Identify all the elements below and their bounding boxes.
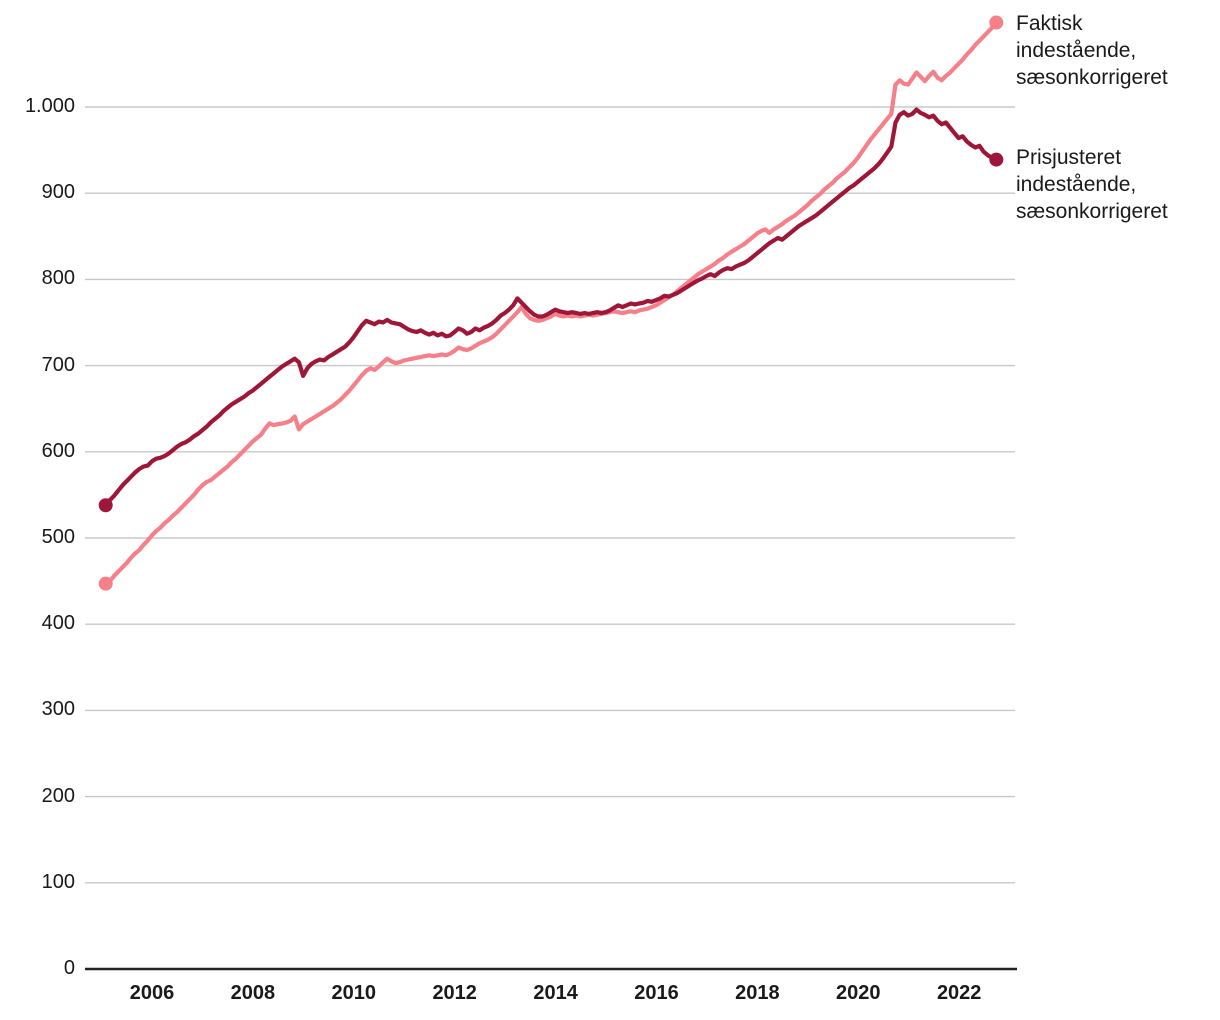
x-axis-tick-label: 2010 xyxy=(331,982,377,1004)
y-axis-tick-label: 200 xyxy=(41,784,75,807)
y-axis-tick-label: 600 xyxy=(41,439,75,462)
y-axis-tick-label: 1.000 xyxy=(24,95,75,117)
y-axis-tick-label: 900 xyxy=(41,181,75,204)
x-axis-tick-label: 2018 xyxy=(735,982,780,1004)
series-end-dot-prisjusteret xyxy=(989,152,1004,167)
x-axis-tick-label: 2016 xyxy=(634,982,679,1004)
series-line-prisjusteret xyxy=(103,107,999,508)
y-axis-tick-label: 0 xyxy=(63,957,75,979)
y-axis-tick-label: 300 xyxy=(41,698,75,721)
series-line-faktisk xyxy=(103,20,999,586)
legend-label-faktisk: Faktisk indestående, sæsonkorrigeret xyxy=(1016,12,1168,89)
legend-label-prisjusteret: Prisjusteret indestående, sæsonkorrigere… xyxy=(1016,146,1168,223)
x-axis-tick-label: 2014 xyxy=(533,982,578,1004)
x-axis-tick-label: 2020 xyxy=(836,982,881,1004)
y-axis-tick-label: 500 xyxy=(41,526,75,548)
x-axis-tick-label: 2008 xyxy=(230,982,276,1004)
series-end-dot-faktisk xyxy=(989,15,1004,30)
y-axis-tick-label: 700 xyxy=(41,353,75,376)
series-start-dot-prisjusteret xyxy=(98,498,113,513)
series-start-dot-faktisk xyxy=(98,576,113,591)
x-axis-tick-label: 2006 xyxy=(129,982,175,1004)
y-axis-tick-label: 400 xyxy=(41,612,75,635)
x-axis-tick-label: 2012 xyxy=(432,982,477,1004)
x-axis-tick-label: 2022 xyxy=(936,982,982,1004)
y-axis-tick-label: 800 xyxy=(41,267,75,290)
y-axis-tick-label: 100 xyxy=(41,870,75,893)
